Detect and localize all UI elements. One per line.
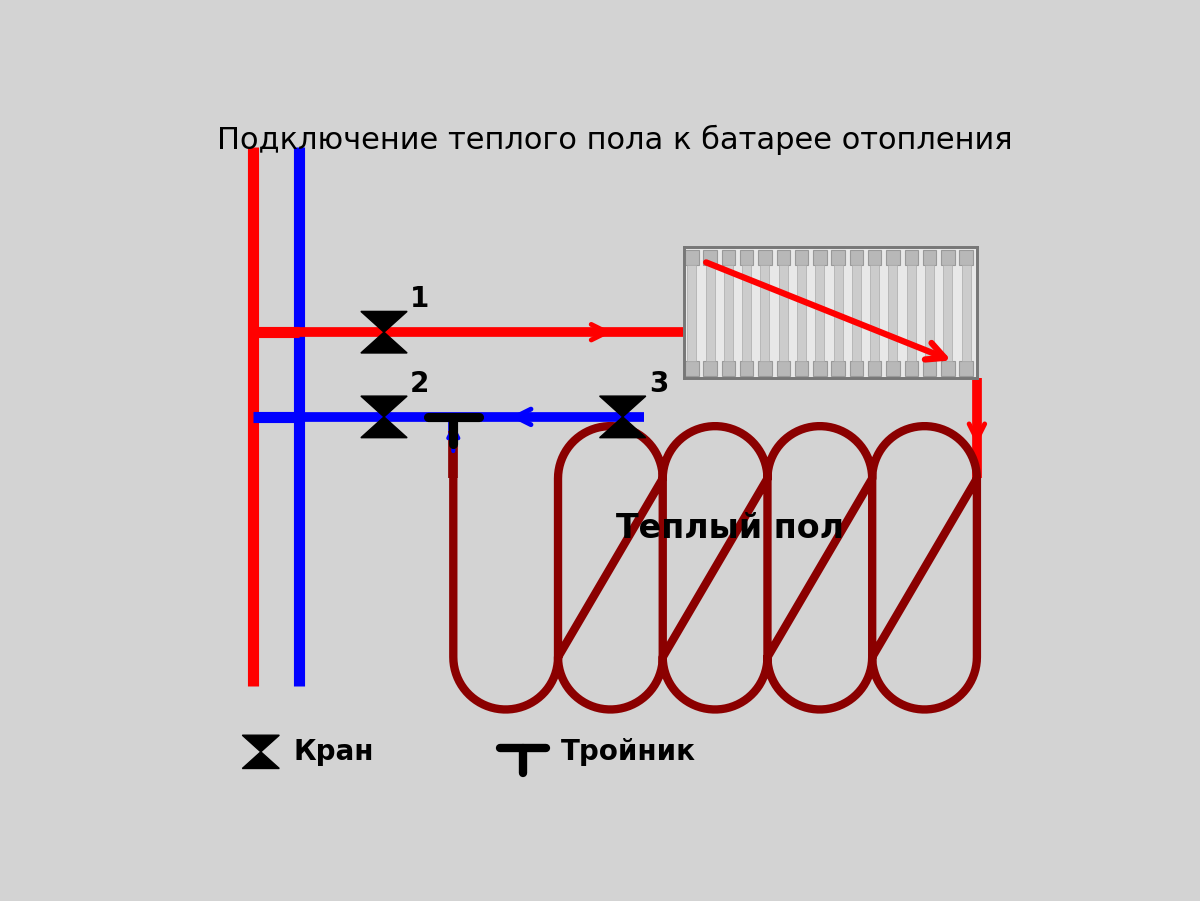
Bar <box>721 361 736 376</box>
Bar <box>776 250 790 265</box>
Bar <box>758 361 772 376</box>
Bar <box>685 250 698 265</box>
Bar <box>832 250 845 265</box>
Bar <box>685 361 698 376</box>
Bar <box>852 265 860 361</box>
Bar <box>814 250 827 265</box>
Text: Теплый пол: Теплый пол <box>617 512 845 545</box>
Bar <box>905 361 918 376</box>
Bar <box>703 250 716 265</box>
Bar <box>797 265 806 361</box>
Polygon shape <box>361 332 407 353</box>
Bar <box>888 265 898 361</box>
Bar <box>868 361 882 376</box>
Polygon shape <box>361 396 407 417</box>
Polygon shape <box>600 417 646 438</box>
Bar <box>941 361 954 376</box>
Bar <box>794 361 809 376</box>
Bar <box>794 250 809 265</box>
Bar <box>887 250 900 265</box>
Bar <box>961 265 971 361</box>
Bar <box>905 250 918 265</box>
Bar <box>943 265 953 361</box>
Bar <box>758 250 772 265</box>
Bar <box>834 265 842 361</box>
Bar <box>907 265 916 361</box>
Polygon shape <box>361 312 407 332</box>
Bar <box>706 265 714 361</box>
Bar <box>779 265 787 361</box>
Bar <box>721 250 736 265</box>
Bar <box>923 250 936 265</box>
Bar <box>815 265 824 361</box>
Polygon shape <box>600 396 646 417</box>
Bar <box>832 361 845 376</box>
Bar <box>868 250 882 265</box>
Bar <box>941 250 954 265</box>
Bar <box>923 361 936 376</box>
Text: 1: 1 <box>410 285 430 313</box>
Bar <box>740 361 754 376</box>
Polygon shape <box>361 417 407 438</box>
Bar <box>959 250 973 265</box>
Text: Подключение теплого пола к батарее отопления: Подключение теплого пола к батарее отопл… <box>217 124 1013 155</box>
Bar <box>724 265 733 361</box>
Bar <box>688 265 696 361</box>
Text: 3: 3 <box>649 369 668 397</box>
Bar <box>887 361 900 376</box>
Polygon shape <box>242 751 280 769</box>
Bar <box>742 265 751 361</box>
Bar <box>740 250 754 265</box>
Bar <box>776 361 790 376</box>
Bar <box>761 265 769 361</box>
Bar <box>959 361 973 376</box>
Text: Кран: Кран <box>293 738 373 766</box>
Bar <box>850 361 863 376</box>
Text: Тройник: Тройник <box>562 738 696 766</box>
Polygon shape <box>242 735 280 751</box>
Bar <box>814 361 827 376</box>
Bar <box>703 361 716 376</box>
Bar <box>850 250 863 265</box>
Text: 2: 2 <box>410 369 430 397</box>
Bar <box>684 248 977 378</box>
Bar <box>925 265 934 361</box>
Bar <box>870 265 880 361</box>
